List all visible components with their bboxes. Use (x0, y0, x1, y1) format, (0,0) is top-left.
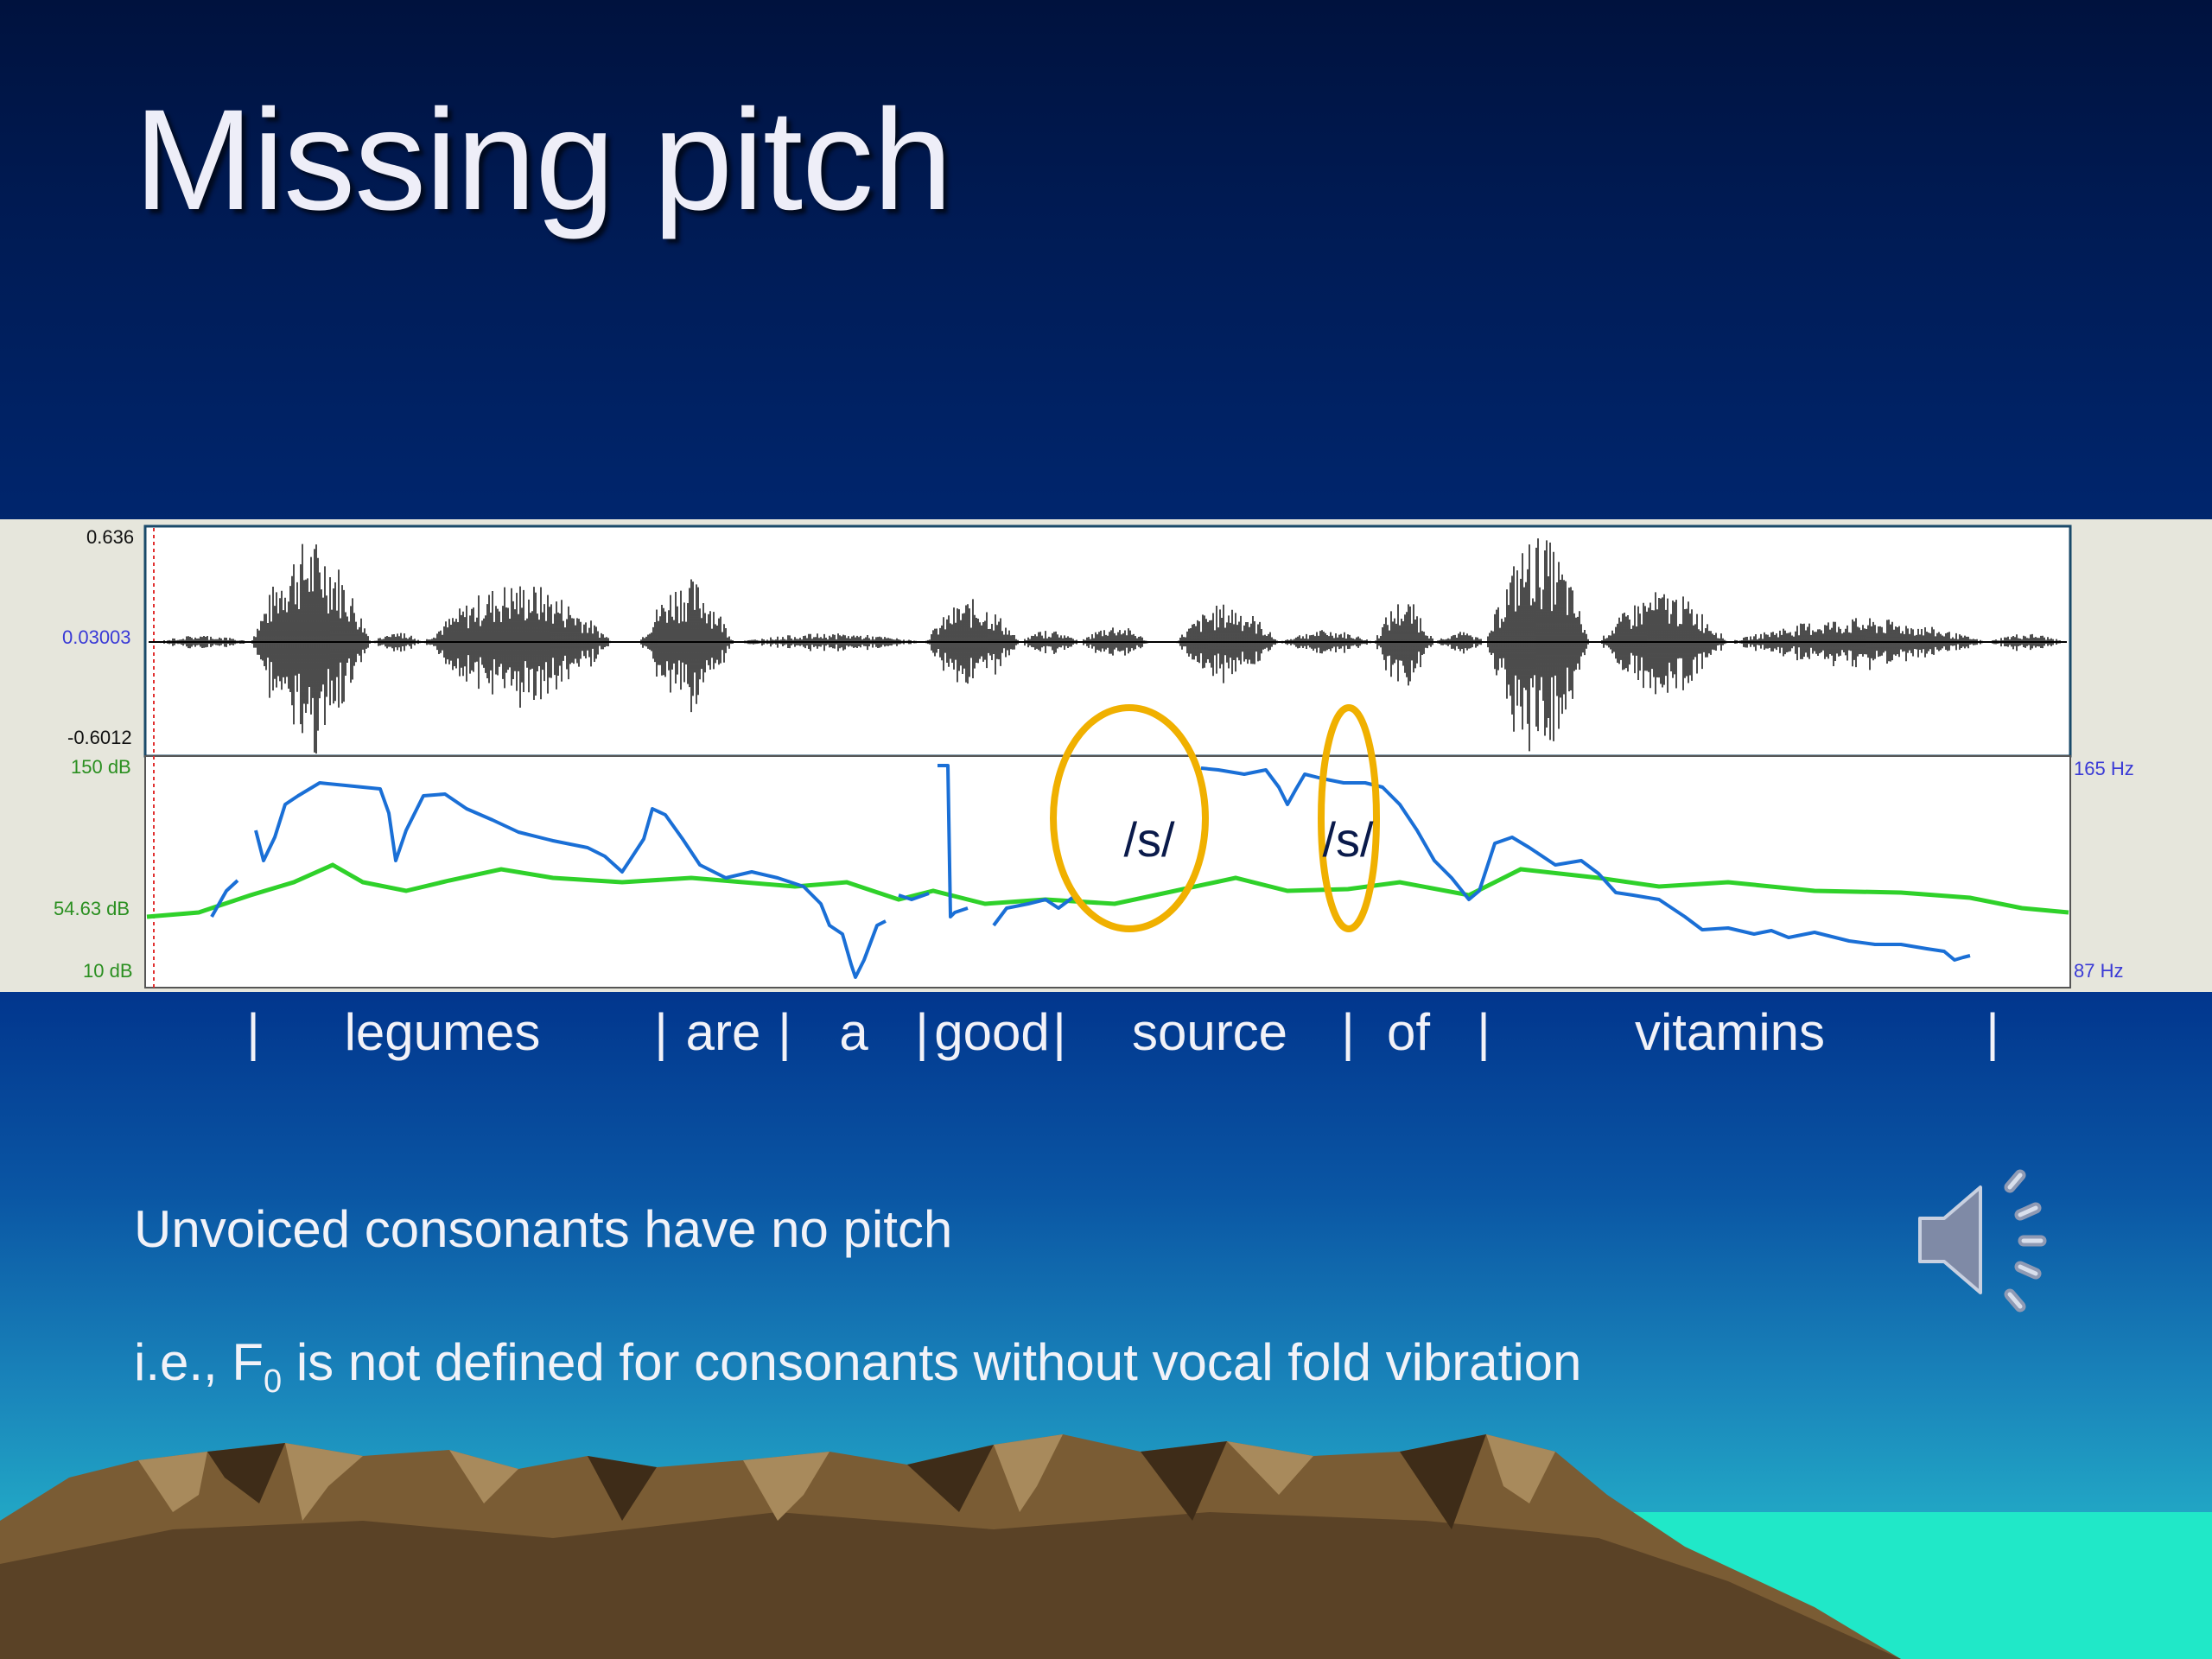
mountain-landscape (0, 1434, 2212, 1659)
intensity-mid-label: 54.63 dB (54, 898, 130, 919)
phoneme-label-2: /s/ (1322, 812, 1374, 867)
intensity-min-label: 10 dB (83, 960, 133, 982)
speaker-icon[interactable] (1910, 1166, 2056, 1313)
word-of: of (1386, 1003, 1431, 1061)
word-separator: | (915, 1003, 929, 1061)
word-a: a (839, 1003, 868, 1061)
analysis-panel: 0.636 0.03003 -0.6012 150 dB 54.63 dB 10… (0, 519, 2212, 992)
word-source: source (1131, 1003, 1288, 1061)
highlight-ellipse-1 (1050, 704, 1209, 932)
word-separator: | (246, 1003, 260, 1061)
bullet-f0-subscript: 0 (264, 1363, 283, 1400)
pitch-plot-area (144, 755, 2071, 988)
intensity-curve (146, 862, 2069, 919)
word-separator: | (1477, 1003, 1491, 1061)
word-are: are (685, 1003, 761, 1061)
waveform-max-label: 0.636 (86, 526, 135, 548)
pitch-min-label: 87 Hz (2074, 960, 2124, 982)
slide-title: Missing pitch (134, 80, 952, 240)
word-separator: | (654, 1003, 668, 1061)
word-segmentation: | legumes | are | a | good | source | of… (0, 1004, 2212, 1065)
pitch-curve (210, 764, 1971, 979)
highlight-ellipse-2 (1318, 704, 1380, 932)
waveform-mid-label: 0.03003 (62, 626, 131, 648)
word-vitamins: vitamins (1634, 1003, 1826, 1061)
bullet-f0-definition: i.e., F0 is not defined for consonants w… (134, 1334, 1581, 1401)
waveform-min-label: -0.6012 (67, 727, 132, 748)
analysis-graphic (143, 524, 2072, 988)
word-separator: | (1986, 1003, 1999, 1061)
word-separator: | (1052, 1003, 1066, 1061)
pitch-max-label: 165 Hz (2074, 758, 2134, 779)
bullet-unvoiced-consonants: Unvoiced consonants have no pitch (134, 1200, 953, 1258)
intensity-max-label: 150 dB (71, 756, 131, 778)
word-separator: | (1341, 1003, 1355, 1061)
phoneme-label-1: /s/ (1123, 812, 1175, 867)
word-separator: | (778, 1003, 791, 1061)
bullet-f0-suffix: is not defined for consonants without vo… (282, 1333, 1582, 1391)
bullet-f0-prefix: i.e., F (134, 1333, 264, 1391)
word-good: good (934, 1003, 1050, 1061)
word-legumes: legumes (344, 1003, 541, 1061)
